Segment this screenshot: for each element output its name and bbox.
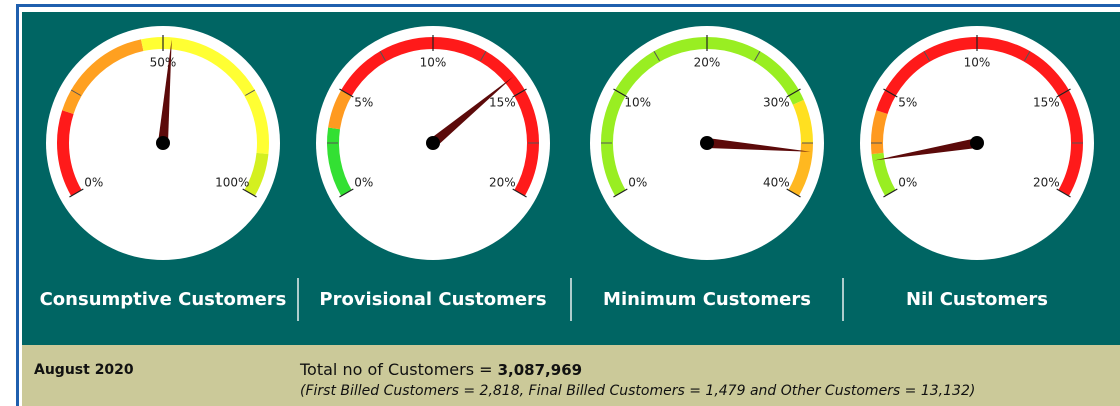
tick-label: 10% bbox=[420, 56, 447, 70]
gauge-band bbox=[876, 37, 1083, 196]
minor-tick bbox=[754, 50, 761, 61]
major-tick bbox=[512, 88, 527, 98]
minor-tick bbox=[923, 50, 930, 61]
gauge-band bbox=[57, 110, 82, 196]
major-tick bbox=[613, 88, 628, 98]
gauge-band bbox=[244, 152, 269, 196]
major-tick bbox=[883, 188, 898, 198]
details: (First Billed Customers = 2,818, Final B… bbox=[300, 383, 976, 399]
major-tick bbox=[786, 188, 801, 198]
period: August 2020 bbox=[34, 362, 134, 378]
gauge-band bbox=[792, 99, 813, 144]
tick-label: 15% bbox=[1033, 96, 1060, 110]
tick-label: 20% bbox=[694, 56, 721, 70]
major-tick bbox=[242, 188, 257, 198]
gauge-panel: 0% 50% 100% Consumptive Customers 0% 5% 10% 15%… bbox=[22, 12, 1120, 345]
gauge-title: Minimum Customers bbox=[603, 289, 811, 310]
tick-label: 40% bbox=[763, 176, 790, 190]
major-tick bbox=[339, 88, 354, 98]
minor-tick bbox=[70, 89, 81, 96]
tick-label: 20% bbox=[1033, 176, 1060, 190]
minor-tick bbox=[653, 50, 660, 61]
tick-label: 20% bbox=[489, 176, 516, 190]
gauge-band bbox=[328, 90, 352, 130]
gauge-band bbox=[871, 110, 888, 155]
gauge-title: Provisional Customers bbox=[319, 289, 546, 310]
gauge-band bbox=[871, 152, 896, 196]
major-tick bbox=[786, 88, 801, 98]
tick-label: 10% bbox=[964, 56, 991, 70]
needle bbox=[158, 39, 172, 144]
major-tick bbox=[883, 88, 898, 98]
tick-label: 0% bbox=[898, 176, 917, 190]
gauge-band bbox=[140, 37, 269, 155]
tick-label: 30% bbox=[763, 96, 790, 110]
tick-label: 5% bbox=[354, 96, 373, 110]
major-tick bbox=[512, 188, 527, 198]
major-tick bbox=[613, 188, 628, 198]
tick-label: 10% bbox=[624, 96, 651, 110]
gauge-title: Nil Customers bbox=[906, 289, 1048, 310]
tick-label: 50% bbox=[150, 56, 177, 70]
tick-label: 100% bbox=[215, 176, 249, 190]
tick-label: 15% bbox=[489, 96, 516, 110]
total-label: Total no of Customers = bbox=[300, 360, 498, 379]
gauge-band bbox=[788, 142, 813, 196]
minor-tick bbox=[245, 89, 256, 96]
major-tick bbox=[339, 188, 354, 198]
gauge-title: Consumptive Customers bbox=[40, 289, 287, 310]
gauge-band bbox=[601, 37, 804, 196]
tick-label: 0% bbox=[84, 176, 103, 190]
major-tick bbox=[69, 188, 84, 198]
frame bbox=[16, 4, 1120, 406]
gauge-band bbox=[62, 39, 144, 115]
total-value: 3,087,969 bbox=[497, 361, 583, 379]
needle bbox=[429, 76, 514, 147]
tick-label: 0% bbox=[354, 176, 373, 190]
minor-tick bbox=[379, 50, 386, 61]
needle bbox=[874, 138, 978, 161]
needle-hub bbox=[970, 136, 984, 150]
total: Total no of Customers = 3,087,969 bbox=[300, 360, 582, 379]
footer: August 2020 Total no of Customers = 3,08… bbox=[22, 345, 1120, 406]
gauge-band bbox=[327, 127, 352, 196]
tick-label: 0% bbox=[628, 176, 647, 190]
needle-hub bbox=[426, 136, 440, 150]
major-tick bbox=[1056, 188, 1071, 198]
needle bbox=[706, 138, 811, 152]
minor-tick bbox=[1024, 50, 1031, 61]
needle-hub bbox=[700, 136, 714, 150]
major-tick bbox=[1056, 88, 1071, 98]
needle-hub bbox=[156, 136, 170, 150]
tick-label: 5% bbox=[898, 96, 917, 110]
minor-tick bbox=[480, 50, 487, 61]
